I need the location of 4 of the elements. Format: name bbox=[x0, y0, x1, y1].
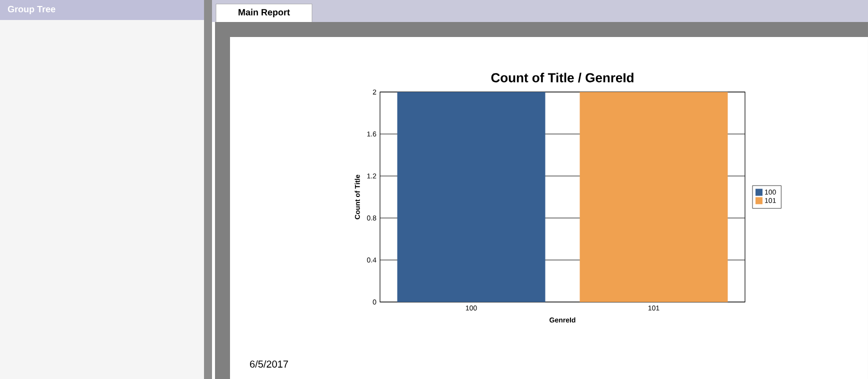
text: Group Tree bbox=[8, 6, 56, 14]
text: 6/5/2017 bbox=[250, 360, 288, 368]
chart-title: Count of Title / GenreId bbox=[491, 72, 634, 82]
text: Main Report bbox=[238, 8, 290, 18]
